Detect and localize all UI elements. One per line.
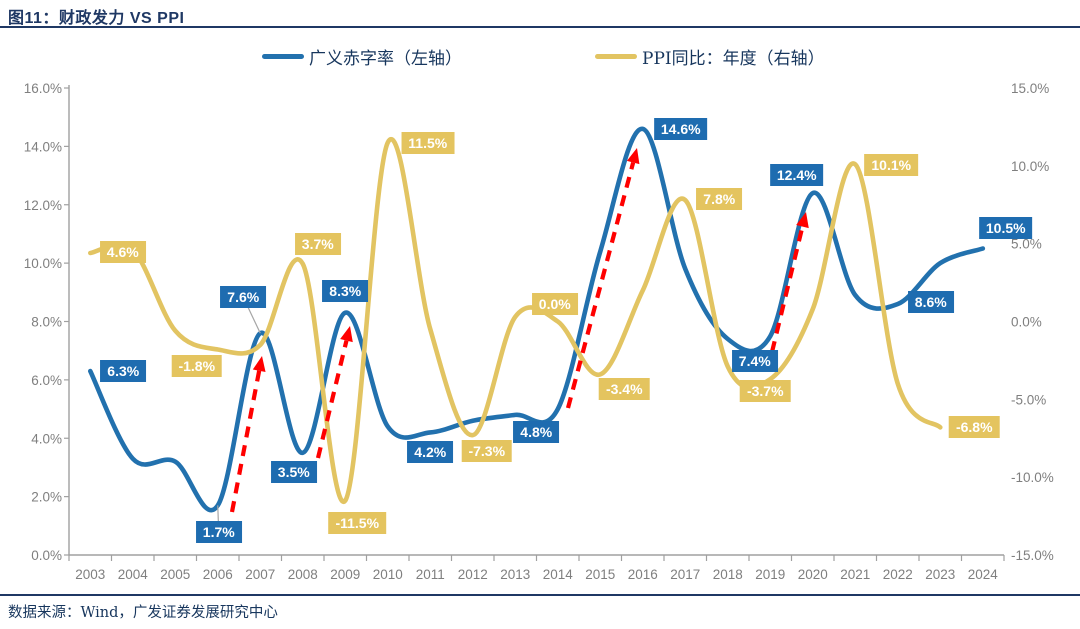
y2-axis-tick-label: -5.0%: [1011, 392, 1046, 407]
x-axis-tick-label: 2008: [288, 567, 318, 582]
x-axis-tick-label: 2020: [798, 567, 828, 582]
surge-arrow: [315, 340, 349, 459]
legend-item-deficit: 广义赤字率（左轴）: [262, 45, 462, 69]
x-axis-tick-label: 2019: [755, 567, 785, 582]
y-axis-tick-label: 2.0%: [31, 490, 62, 505]
x-axis-tick-label: 2014: [543, 567, 574, 582]
legend-label-deficit: 广义赤字率（左轴）: [309, 48, 462, 69]
surge-arrow-head: [340, 326, 353, 343]
legend-label-ppi: PPI同比：年度（右轴）: [642, 48, 825, 69]
x-axis-tick-label: 2007: [245, 567, 275, 582]
y-axis-tick-label: 16.0%: [24, 81, 62, 96]
label-leader-line: [242, 296, 261, 334]
ppi-line-swatch: [595, 53, 637, 59]
surge-arrow: [769, 226, 805, 353]
data-source-note: 数据来源：Wind，广发证券发展研究中心: [8, 605, 278, 621]
x-axis-tick-label: 2011: [416, 567, 445, 582]
x-axis-tick-label: 2017: [670, 567, 700, 582]
x-axis-tick-label: 2012: [458, 567, 488, 582]
x-axis-tick-label: 2005: [160, 567, 190, 582]
title-divider: [0, 26, 1080, 28]
legend-item-ppi: PPI同比：年度（右轴）: [595, 45, 825, 69]
surge-arrow-head: [796, 212, 809, 229]
y-axis-tick-label: 0.0%: [31, 548, 62, 563]
y2-axis-tick-label: -10.0%: [1011, 470, 1054, 485]
surge-arrow: [229, 370, 262, 513]
x-axis-tick-label: 2016: [628, 567, 658, 582]
y2-axis-tick-label: 0.0%: [1011, 315, 1042, 330]
x-axis-tick-label: 2023: [925, 567, 955, 582]
x-axis-tick-label: 2024: [968, 567, 999, 582]
y-axis-tick-label: 4.0%: [31, 431, 62, 446]
x-axis-tick-label: 2015: [585, 567, 615, 582]
label-leader-line: [217, 505, 220, 533]
y-axis-tick-label: 12.0%: [24, 198, 62, 213]
x-axis-tick-label: 2013: [500, 567, 530, 582]
deficit-line-swatch: [262, 53, 304, 59]
x-axis-tick-label: 2010: [373, 567, 403, 582]
x-axis-tick-label: 2018: [713, 567, 743, 582]
y-axis-tick-label: 10.0%: [24, 256, 62, 271]
footer-divider: [0, 594, 1080, 596]
y2-axis-tick-label: 5.0%: [1011, 237, 1042, 252]
x-axis-tick-label: 2021: [840, 567, 870, 582]
ppi-series-line: [88, 137, 943, 504]
deficit-series-line: [88, 126, 986, 513]
y2-axis-tick-label: -15.0%: [1011, 548, 1054, 563]
y2-axis-tick-label: 10.0%: [1011, 159, 1049, 174]
y-axis-tick-label: 6.0%: [31, 373, 62, 388]
surge-arrow: [565, 161, 636, 409]
surge-arrow-head: [252, 356, 266, 372]
x-axis-tick-label: 2022: [883, 567, 913, 582]
y-axis-tick-label: 8.0%: [31, 315, 62, 330]
y2-axis-tick-label: 15.0%: [1011, 81, 1049, 96]
x-axis-tick-label: 2006: [203, 567, 233, 582]
page-title: 图11：财政发力 VS PPI: [8, 10, 185, 27]
x-axis-tick-label: 2009: [330, 567, 360, 582]
y-axis-tick-label: 14.0%: [24, 139, 62, 154]
surge-arrow-head: [626, 148, 640, 165]
x-axis-tick-label: 2004: [118, 567, 149, 582]
x-axis-tick-label: 2003: [75, 567, 105, 582]
chart-legend: 广义赤字率（左轴） PPI同比：年度（右轴）: [0, 45, 1080, 69]
